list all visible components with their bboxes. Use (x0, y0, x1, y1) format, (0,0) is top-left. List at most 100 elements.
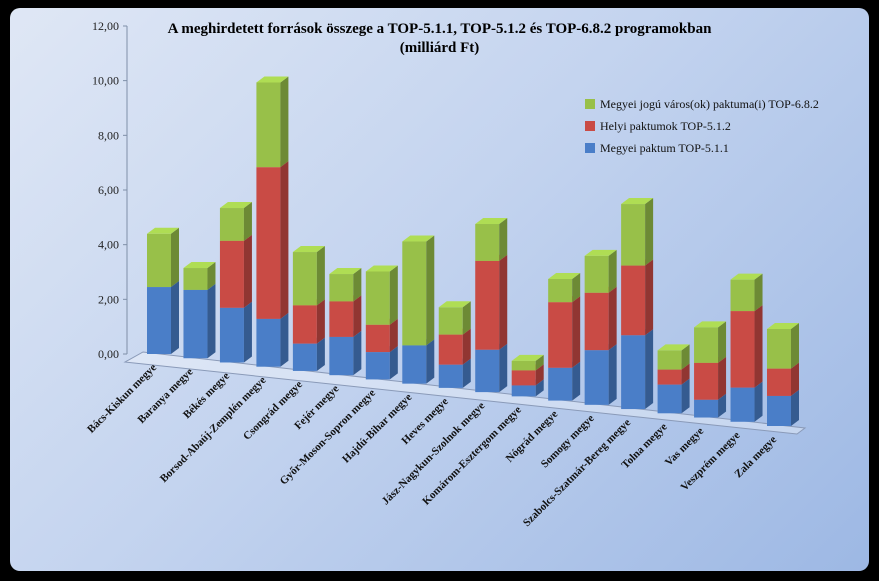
bar-top (438, 301, 471, 308)
legend-item: Helyi paktumok TOP-5.1.2 (585, 115, 819, 137)
bar-front (730, 279, 755, 312)
bar-front (548, 302, 573, 368)
bar-front (511, 360, 536, 371)
bar-top (657, 344, 690, 351)
bar-segment (475, 343, 508, 393)
bar-front (584, 292, 609, 351)
bar-segment (147, 281, 179, 354)
bar-side (389, 265, 398, 325)
bar-segment (438, 301, 471, 335)
bar-side (316, 299, 325, 344)
bar-side (353, 330, 362, 376)
chart-title: A meghirdetett források összege a TOP-5.… (10, 20, 869, 58)
bar-front (219, 208, 244, 241)
bar-front (621, 204, 646, 266)
bar-segment (475, 218, 508, 261)
bar-front (730, 311, 755, 388)
y-tick-label: 2,00 (98, 292, 119, 306)
bar-side (718, 321, 727, 363)
bar-side (499, 343, 508, 393)
bar-front (183, 268, 208, 290)
bar-segment (183, 262, 216, 290)
bar-front (256, 167, 281, 319)
bar-front (657, 369, 682, 385)
bar-top (329, 268, 362, 275)
bar-top (147, 227, 179, 234)
y-tick-label: 10,00 (92, 74, 119, 88)
bar-segment (329, 295, 362, 337)
bar-segment (329, 330, 362, 376)
bar-side (243, 301, 252, 363)
bar-front (219, 307, 244, 363)
legend-label: Megyei paktum TOP-5.1.1 (600, 140, 729, 155)
bar-segment (219, 234, 252, 308)
bar-side (243, 234, 252, 308)
bar-front (548, 367, 573, 401)
bar-front (402, 241, 427, 346)
bar-front (292, 305, 317, 344)
bar-side (426, 339, 435, 384)
bar-segment (292, 246, 325, 306)
legend-label: Megyei jogú város(ok) paktuma(i) TOP-6.8… (600, 96, 819, 111)
legend-swatch (585, 143, 595, 153)
bar-side (353, 268, 362, 302)
bar-top (730, 273, 763, 280)
bar-segment (730, 305, 763, 388)
bar-segment (219, 202, 252, 241)
bar-top (256, 76, 289, 83)
bar-front (657, 350, 682, 370)
chart-subtitle: (milliárd Ft) (399, 40, 480, 56)
bar-side (572, 361, 581, 401)
bar-side (499, 218, 508, 261)
bar-front (438, 334, 463, 365)
bar-segment (292, 299, 325, 344)
bar-side (316, 246, 325, 306)
bar-front (694, 399, 719, 418)
bar-side (754, 381, 763, 422)
bar-segment (621, 329, 654, 410)
bar-segment (730, 273, 763, 312)
bar-front (292, 343, 317, 371)
legend-item: Megyei jogú város(ok) paktuma(i) TOP-6.8… (585, 93, 819, 115)
y-tick-label: 6,00 (98, 183, 119, 197)
bar-front (438, 364, 463, 388)
bar-side (389, 318, 398, 353)
chart-title-line: A meghirdetett források összege a TOP-5.… (167, 21, 712, 37)
bar-front (730, 387, 755, 422)
y-tick-label: 0,00 (98, 347, 119, 361)
bar-top (621, 198, 654, 205)
bar-front (584, 350, 609, 405)
bar-segment (584, 344, 617, 405)
bar-front (219, 240, 244, 308)
bar-front (475, 349, 500, 393)
bar-side (462, 328, 471, 365)
bar-segment (475, 254, 508, 350)
bar-segment (147, 227, 179, 288)
bar-segment (730, 381, 763, 422)
bar-front (548, 278, 573, 303)
bar-side (535, 379, 544, 397)
bar-segment (548, 296, 581, 368)
bar-top (402, 235, 435, 242)
x-tick-label: Bács-Kiskun megye (85, 362, 159, 436)
bar-side (791, 322, 799, 369)
bar-side (718, 393, 727, 418)
bar-front (365, 324, 390, 353)
bar-side (280, 161, 289, 319)
bar-side (572, 296, 581, 368)
bar-front (584, 255, 609, 293)
bar-segment (584, 249, 617, 293)
bar-side (462, 358, 471, 388)
bar-side (171, 281, 179, 354)
bar-side (426, 235, 435, 346)
bar-front (511, 385, 536, 397)
bar-segment (183, 283, 216, 359)
bar-side (207, 262, 216, 290)
bar-segment (256, 161, 289, 319)
bar-front (475, 260, 500, 350)
bar-top (219, 202, 252, 209)
bar-side (462, 301, 471, 335)
bar-segment (365, 265, 398, 325)
bar-top (584, 249, 617, 256)
bar-segment (402, 235, 435, 346)
